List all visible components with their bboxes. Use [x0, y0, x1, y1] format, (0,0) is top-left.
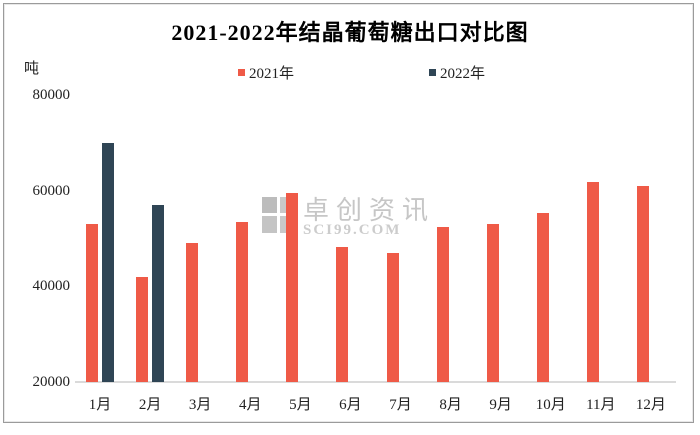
x-axis-label-8月: 8月 [439, 397, 462, 413]
chart-title: 2021-2022年结晶葡萄糖出口对比图 [171, 20, 529, 45]
x-axis-label-12月: 12月 [635, 397, 666, 413]
x-axis-label-1月: 1月 [88, 397, 112, 413]
bar-2021年-4月 [236, 221, 249, 382]
x-axis-label-5月: 5月 [289, 397, 312, 413]
watermark-logo-block [262, 216, 277, 233]
watermark-brand-text: 卓创资讯 [303, 195, 436, 225]
legend-item-2021年: 2021年 [238, 62, 294, 83]
bar-2021年-6月 [336, 246, 349, 382]
x-axis-label-2月: 2月 [138, 397, 162, 413]
y-tick-label: 80000 [32, 87, 71, 103]
x-axis-label-11月: 11月 [586, 397, 616, 413]
watermark: 卓创资讯 SCI99.COM [262, 197, 435, 238]
bar-2021年-10月 [536, 213, 549, 382]
watermark-logo-block [262, 197, 277, 213]
bar-2021年-3月 [186, 243, 199, 382]
legend-label: 2022年 [440, 66, 486, 82]
bar-2021年-12月 [636, 185, 649, 382]
watermark-url-text: SCI99.COM [303, 222, 402, 238]
y-axis-unit-label: 吨 [24, 61, 40, 77]
x-axis-label-6月: 6月 [339, 397, 362, 413]
bar-2022年-2月 [152, 205, 165, 382]
bar-2021年-5月 [286, 193, 299, 382]
x-axis-label-3月: 3月 [188, 397, 212, 413]
bar-2021年-1月 [86, 224, 99, 382]
bar-2021年-7月 [386, 252, 399, 382]
x-axis-label-9月: 9月 [489, 397, 512, 413]
bar-2022年-1月 [102, 142, 115, 382]
legend-item-2022年: 2022年 [429, 62, 485, 83]
y-tick-label: 60000 [32, 182, 71, 199]
x-axis-label-10月: 10月 [535, 397, 566, 413]
x-axis-label-7月: 7月 [389, 397, 412, 413]
y-tick-label: 20000 [32, 374, 71, 390]
bar-2021年-8月 [436, 227, 449, 382]
legend-swatch-icon [429, 69, 436, 76]
y-tick-label: 40000 [32, 278, 71, 295]
x-axis-label-4月: 4月 [238, 397, 262, 413]
x-axis-line [75, 381, 676, 383]
legend-label: 2021年 [249, 66, 295, 82]
bar-2021年-2月 [136, 276, 149, 382]
legend: 2021年 2022年 [0, 62, 700, 83]
legend-swatch-icon [238, 69, 245, 76]
bar-2021年-9月 [486, 224, 499, 382]
bar-2021年-11月 [586, 182, 599, 382]
watermark-text: 卓创资讯 SCI99.COM [303, 197, 435, 238]
